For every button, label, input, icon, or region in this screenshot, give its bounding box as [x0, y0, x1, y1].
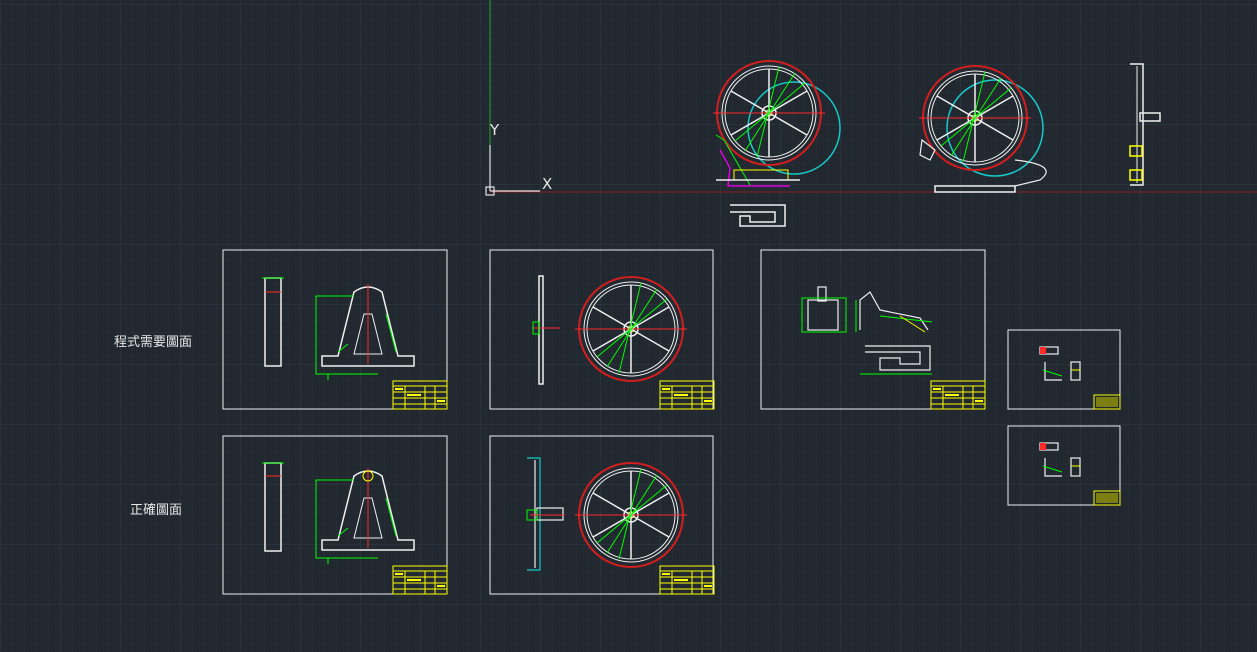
ucs-x-label: X [542, 175, 553, 193]
layout-frame-bottom-2[interactable] [489, 435, 715, 595]
base-channel-part[interactable] [730, 204, 786, 227]
row-label-correct[interactable]: 正確圖面 [130, 503, 183, 518]
wheel-assembly-side[interactable] [918, 65, 1047, 193]
wheel-assembly-front[interactable] [712, 60, 841, 187]
layout-frame-small-2[interactable] [1007, 425, 1121, 506]
layout-frame-top-2[interactable] [489, 249, 715, 410]
layout-frame-top-1[interactable] [222, 249, 448, 410]
layout-frame-top-3[interactable] [760, 249, 986, 410]
layout-frame-bottom-1[interactable] [222, 435, 448, 595]
bracket-side-view[interactable] [1129, 63, 1161, 186]
ucs-y-label: Y [490, 121, 500, 139]
layout-frame-small-1[interactable] [1007, 329, 1121, 410]
ucs-icon[interactable] [485, 145, 540, 196]
row-label-program-required[interactable]: 程式需要圖面 [114, 335, 193, 350]
